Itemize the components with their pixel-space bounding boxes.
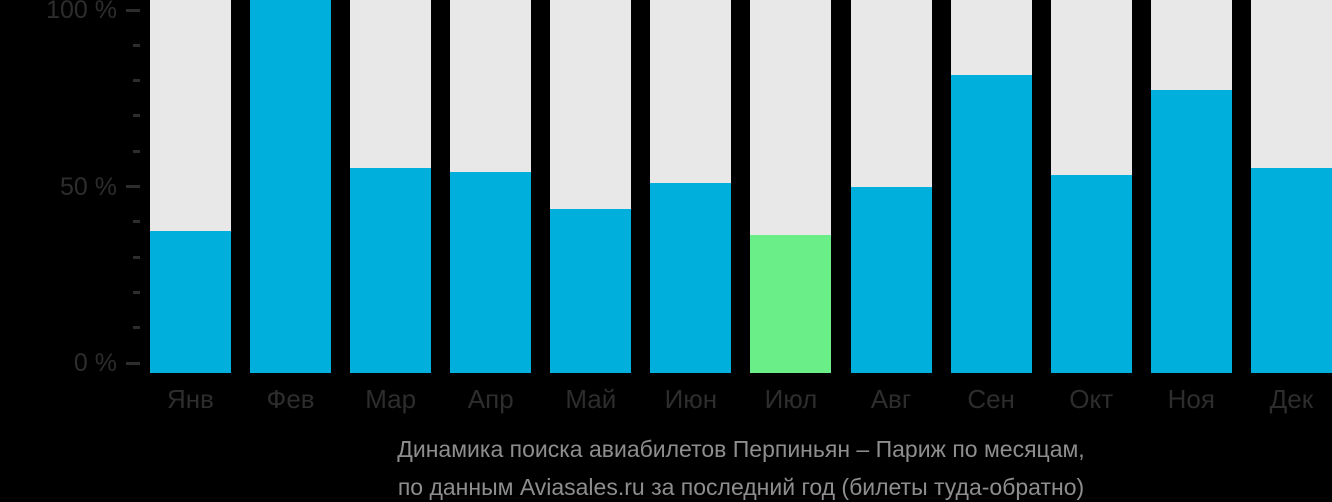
bar-value-2[interactable] [250,0,332,373]
bar-value-4[interactable] [450,171,532,373]
bar-value-7[interactable] [750,235,832,373]
plot-area [150,0,1332,373]
y-axis-minor-tick [133,290,140,294]
bar-slot-4 [450,0,532,373]
bar-value-9[interactable] [950,74,1032,373]
y-axis-label-0: 0 % [73,349,117,377]
bar-slot-11 [1150,0,1232,373]
x-axis-label-6: Июн [664,384,718,414]
y-axis-minor-tick [133,326,140,330]
x-axis-label-9: Сен [967,384,1015,414]
bar-value-6[interactable] [650,182,732,373]
bar-slot-3 [350,0,432,373]
bar-slot-9 [950,0,1032,373]
x-axis-labels: Янв Фев Мар Апр Май Июн Июл Авг Сен Окт Ноя Дек [150,384,1332,415]
y-axis-major-tick [126,185,140,188]
x-axis-label-5: Май [565,384,617,414]
y-axis-minor-tick [133,79,140,83]
bar-slot-6 [650,0,732,373]
bar-slot-12 [1250,0,1332,373]
x-axis-label-3: Мар [365,384,417,414]
y-axis-label-50: 50 % [60,172,117,201]
bar-slot-10 [1050,0,1132,373]
y-axis-minor-tick [133,255,140,259]
x-axis-label-7: Июл [764,384,818,414]
y-axis-major-tick [126,361,140,365]
y-axis-minor-tick [133,149,140,153]
x-axis-label-11: Ноя [1167,384,1215,414]
x-axis-label-12: Дек [1269,384,1314,414]
y-axis-minor-tick [133,114,140,118]
bar-slot-8 [850,0,932,373]
x-axis-label-8: Авг [870,384,912,414]
y-axis-major-tick [126,8,140,12]
x-axis-label-10: Окт [1069,384,1114,414]
bar-value-10[interactable] [1050,175,1132,373]
y-axis-minor-tick [133,220,140,224]
x-axis-label-1: Янв [167,384,214,414]
bar-slot-7 [750,0,832,373]
y-axis: 0 % 50 % 100 % [0,0,150,377]
chart-title: Динамика поиска авиабилетов Перпиньян – … [397,436,1085,462]
x-axis-label-2: Фев [266,384,315,414]
plot-row: 0 % 50 % 100 % [0,0,1332,377]
y-axis-label-100: 100 % [46,0,117,24]
bar-value-12[interactable] [1250,167,1332,373]
bar-value-5[interactable] [550,208,632,373]
bar-slot-5 [550,0,632,373]
bar-value-8[interactable] [850,186,932,373]
bar-slot-2 [250,0,332,373]
chart-caption: Динамика поиска авиабилетов Перпиньян – … [150,430,1332,502]
chart-subtitle: по данным Aviasales.ru за последний год … [397,474,1085,500]
x-axis-label-4: Апр [467,384,514,414]
y-axis-minor-tick [133,43,140,47]
bar-value-11[interactable] [1150,89,1232,373]
bar-value-3[interactable] [350,167,432,373]
bar-slot-1 [150,0,231,373]
bar-value-1[interactable] [150,231,231,373]
